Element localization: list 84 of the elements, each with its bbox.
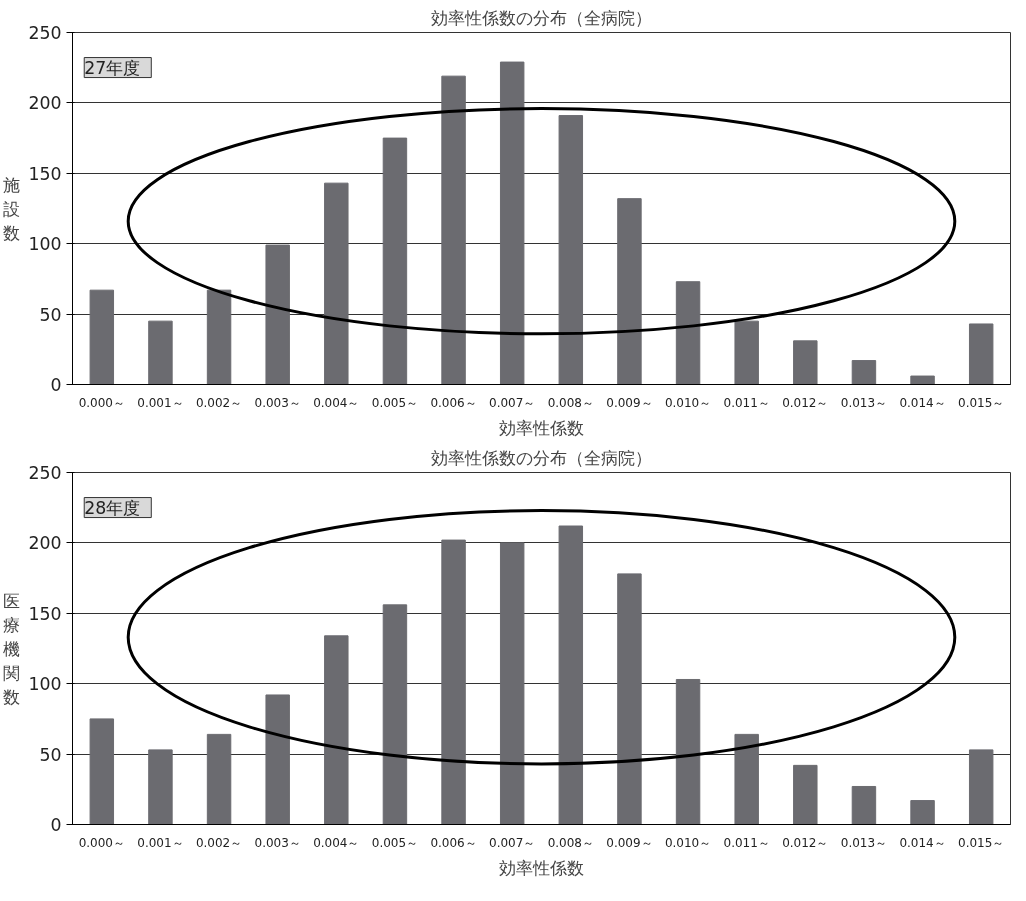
- bar: [851, 785, 877, 825]
- x-tick-label: 0.012～: [782, 395, 829, 410]
- y-tick-label: 0: [50, 375, 62, 395]
- chart-title: 効率性係数の分布（全病院）: [431, 7, 652, 28]
- x-tick-label: 0.000～: [78, 395, 125, 410]
- x-tick-label: 0.004～: [313, 835, 360, 850]
- x-tick-label: 0.010～: [664, 835, 712, 850]
- y-tick-label: 150: [28, 603, 62, 624]
- x-tick-label: 0.003～: [254, 835, 301, 850]
- bar: [441, 75, 466, 385]
- x-tick-label: 0.003～: [254, 395, 301, 410]
- bar: [558, 525, 584, 825]
- bar: [910, 800, 935, 825]
- x-tick-label: 0.010～: [664, 395, 712, 410]
- annotation: 27年度: [84, 57, 141, 78]
- y-axis-title: 施設数: [3, 174, 21, 243]
- bar: [499, 542, 525, 825]
- bar: [206, 289, 232, 385]
- annotation: 28年度: [84, 497, 141, 518]
- x-tick-label: 0.001～: [137, 835, 184, 850]
- bar: [324, 635, 349, 825]
- bar: [675, 281, 701, 385]
- bar: [617, 198, 642, 385]
- x-tick-label: 0.004～: [313, 395, 360, 410]
- x-tick-label: 0.007～: [489, 395, 536, 410]
- bar: [793, 764, 818, 825]
- y-tick-label: 100: [28, 234, 62, 255]
- x-tick-label: 0.012～: [782, 835, 829, 850]
- bar: [617, 573, 642, 825]
- bar: [89, 718, 115, 825]
- bar: [734, 733, 759, 825]
- y-tick-label: 250: [28, 23, 62, 43]
- x-tick-label: 0.008～: [547, 395, 594, 410]
- y-tick-label: 200: [28, 93, 62, 114]
- bar: [558, 115, 584, 385]
- x-tick-label: 0.008～: [547, 835, 594, 850]
- x-tick-label: 0.002～: [195, 835, 243, 850]
- y-axis-title: 医療機関数: [3, 590, 21, 707]
- bar: [675, 678, 701, 825]
- bar: [382, 604, 408, 825]
- x-tick-label: 0.000～: [78, 835, 125, 850]
- bar: [206, 733, 232, 825]
- bar: [793, 340, 818, 385]
- x-tick-label: 0.001～: [137, 395, 184, 410]
- y-tick-label: 200: [28, 533, 62, 554]
- x-tick-label: 0.005～: [371, 835, 419, 850]
- bar: [265, 694, 290, 825]
- bar: [89, 289, 115, 385]
- bar: [968, 749, 994, 825]
- bar: [910, 375, 935, 385]
- x-tick-label: 0.007～: [489, 835, 536, 850]
- y-tick-label: 100: [28, 674, 62, 695]
- x-tick-label: 0.014～: [899, 395, 946, 410]
- bar: [441, 539, 466, 825]
- x-tick-label: 0.006～: [430, 835, 477, 850]
- bar: [148, 320, 173, 385]
- x-tick-label: 0.013～: [840, 395, 888, 410]
- x-tick-label: 0.015～: [958, 835, 1005, 850]
- x-tick-label: 0.002～: [195, 395, 243, 410]
- bar: [734, 320, 759, 385]
- chart-title: 効率性係数の分布（全病院）: [431, 447, 652, 468]
- bar: [968, 323, 994, 385]
- y-tick-label: 0: [50, 815, 62, 835]
- bar: [148, 749, 173, 825]
- x-axis-title: 効率性係数: [499, 857, 584, 878]
- bar: [851, 360, 877, 385]
- y-tick-label: 50: [39, 304, 62, 325]
- y-tick-label: 50: [39, 744, 62, 765]
- x-tick-label: 0.006～: [430, 395, 477, 410]
- x-tick-label: 0.011～: [723, 395, 770, 410]
- x-tick-label: 0.009～: [606, 835, 653, 850]
- bar: [499, 61, 525, 385]
- bar: [324, 182, 349, 385]
- bar: [382, 137, 408, 385]
- y-tick-label: 150: [28, 163, 62, 184]
- x-tick-label: 0.011～: [723, 835, 770, 850]
- x-axis-title: 効率性係数: [499, 417, 584, 438]
- x-tick-label: 0.013～: [840, 835, 888, 850]
- x-tick-label: 0.009～: [606, 395, 653, 410]
- bar: [265, 244, 290, 385]
- x-tick-label: 0.014～: [899, 835, 946, 850]
- x-tick-label: 0.005～: [371, 395, 419, 410]
- y-tick-label: 250: [28, 463, 62, 483]
- x-tick-label: 0.015～: [958, 395, 1005, 410]
